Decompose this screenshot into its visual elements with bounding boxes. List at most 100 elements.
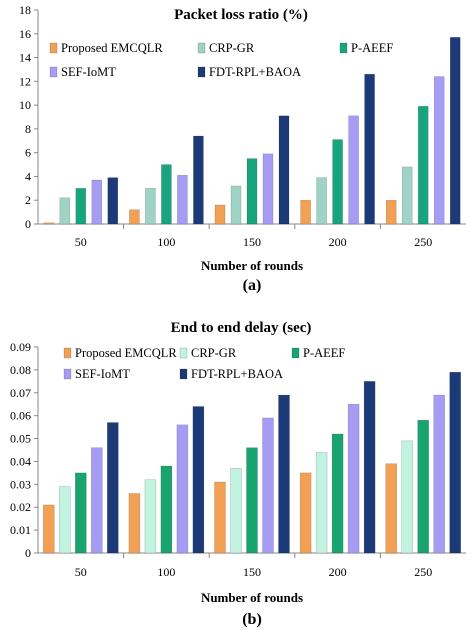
chart-b-x-tick-label: 200: [329, 565, 347, 579]
chart-b-legend: Proposed EMCQLR CRP-GR P-AEEF SEF-IoMT FDT-R…: [63, 346, 345, 381]
chart-b-bar: [75, 472, 87, 554]
chart-a-y-tick-label: 0: [25, 217, 31, 231]
chart-a-bar: [161, 164, 172, 225]
chart-b-x-tick-label: 150: [243, 565, 261, 579]
chart-a-legend-label: CRP-GR: [209, 41, 255, 55]
chart-b-bar: [128, 493, 141, 554]
chart-a-bar: [91, 179, 103, 225]
chart-b-legend-swatch: [291, 347, 300, 359]
chart-a-x-tick-label: 150: [243, 235, 261, 249]
chart-b-y-tick-label: 0.06: [10, 409, 31, 423]
chart-b-x-tick-label: 250: [414, 565, 432, 579]
chart-a-y-tick-label: 12: [19, 74, 31, 88]
chart-b: End to end delay (sec) 0 0.01 0.02 0.03 0.04…: [10, 320, 466, 628]
chart-a-bars: [43, 37, 461, 225]
chart-b-bar: [192, 406, 205, 554]
chart-a-bar: [417, 106, 429, 225]
chart-a-bar: [214, 204, 226, 225]
chart-b-legend-label: CRP-GR: [191, 346, 237, 360]
chart-a-bar: [145, 188, 156, 225]
chart-b-bar: [449, 371, 461, 554]
chart-a-x-tick-label: 200: [329, 235, 347, 249]
chart-b-bar: [214, 481, 226, 554]
chart-a-bar: [449, 37, 461, 225]
chart-b-legend-swatch: [179, 347, 188, 359]
chart-a-bar: [107, 177, 119, 225]
chart-a-y-tick-label: 4: [25, 169, 31, 183]
chart-b-y-tick-label: 0.09: [10, 340, 31, 354]
chart-a-bar: [230, 185, 242, 225]
chart-a-legend-label: P-AEEF: [351, 41, 393, 55]
chart-b-legend-swatch: [179, 368, 188, 380]
chart-b-x-tick-label: 100: [157, 565, 175, 579]
chart-b-legend-label: SEF-IoMT: [75, 367, 130, 381]
chart-b-bar: [385, 463, 397, 554]
chart-a-y-tick-label: 16: [19, 27, 31, 41]
chart-b-bar: [331, 433, 344, 554]
chart-a-bar: [401, 166, 413, 225]
chart-a-legend-label: Proposed EMCQLR: [61, 41, 163, 55]
chart-b-bar: [315, 452, 328, 554]
chart-a-bar: [385, 199, 397, 225]
chart-a-bar: [332, 139, 343, 225]
chart-a-bar: [177, 175, 188, 225]
chart-b-x-label: Number of rounds: [201, 590, 303, 605]
chart-a-legend-swatch: [49, 66, 58, 78]
chart-a: Packet loss ratio (%) 0 2 4 6 8 10 12 14 16 18 50…: [19, 3, 466, 294]
chart-a-bar: [364, 73, 375, 225]
chart-a-y-tick-label: 14: [19, 51, 31, 65]
chart-a-legend: Proposed EMCQLR CRP-GR P-AEEF SEF-IoMT FDT-R…: [49, 41, 393, 79]
chart-a-bar: [433, 76, 445, 225]
chart-b-legend-label: P-AEEF: [303, 346, 345, 360]
chart-b-bar: [43, 504, 55, 554]
chart-b-bar: [160, 465, 173, 554]
chart-b-legend-label: FDT-RPL+BAOA: [191, 367, 283, 381]
chart-b-bar: [246, 447, 258, 554]
chart-a-legend-swatch: [339, 42, 348, 54]
chart-b-legend-swatch: [63, 347, 72, 359]
chart-a-bar: [75, 188, 87, 225]
chart-a-bar: [316, 177, 327, 225]
chart-a-y-tick-label: 8: [25, 122, 31, 136]
chart-a-legend-label: FDT-RPL+BAOA: [209, 65, 301, 79]
chart-a-bar: [129, 209, 140, 225]
chart-b-y-tick-label: 0.02: [10, 500, 31, 514]
chart-b-bar: [91, 447, 103, 554]
chart-b-bar: [299, 472, 312, 554]
chart-b-y-tick-label: 0.03: [10, 477, 31, 491]
chart-b-x-tick-label: 50: [75, 565, 87, 579]
chart-a-bar: [59, 197, 71, 225]
chart-b-y-tick-label: 0.05: [10, 432, 31, 446]
chart-a-bar: [246, 158, 258, 225]
chart-a-legend-swatch: [197, 66, 206, 78]
chart-a-y-ticks: 0 2 4 6 8 10 12 14 16 18: [19, 3, 38, 231]
chart-b-y-tick-label: 0.01: [10, 523, 31, 537]
chart-b-caption: (b): [242, 611, 262, 628]
chart-a-bar: [262, 153, 274, 225]
chart-b-bar: [144, 479, 157, 554]
chart-b-y-tick-label: 0.08: [10, 363, 31, 377]
chart-b-bar: [107, 422, 119, 554]
chart-b-bar: [176, 424, 189, 554]
chart-a-x-tick-label: 100: [157, 235, 175, 249]
chart-b-title: End to end delay (sec): [171, 320, 312, 336]
chart-b-bar: [278, 394, 290, 554]
chart-b-bar: [230, 468, 242, 554]
chart-a-y-tick-label: 6: [25, 146, 31, 160]
chart-b-bar: [59, 486, 71, 554]
chart-a-title: Packet loss ratio (%): [174, 7, 308, 23]
chart-b-legend-label: Proposed EMCQLR: [75, 346, 177, 360]
chart-b-legend-swatch: [63, 368, 72, 380]
chart-b-bar: [262, 417, 274, 554]
chart-a-y-tick-label: 18: [19, 3, 31, 17]
chart-a-y-tick-label: 10: [19, 98, 31, 112]
chart-b-bar: [417, 419, 429, 554]
chart-a-y-tick-label: 2: [25, 193, 31, 207]
chart-b-bar: [347, 403, 360, 554]
chart-a-bar: [348, 115, 359, 225]
chart-b-y-tick-label: 0.07: [10, 386, 31, 400]
chart-a-x-label: Number of rounds: [201, 258, 303, 273]
chart-a-caption: (a): [243, 277, 262, 294]
chart-b-bar: [401, 440, 413, 554]
